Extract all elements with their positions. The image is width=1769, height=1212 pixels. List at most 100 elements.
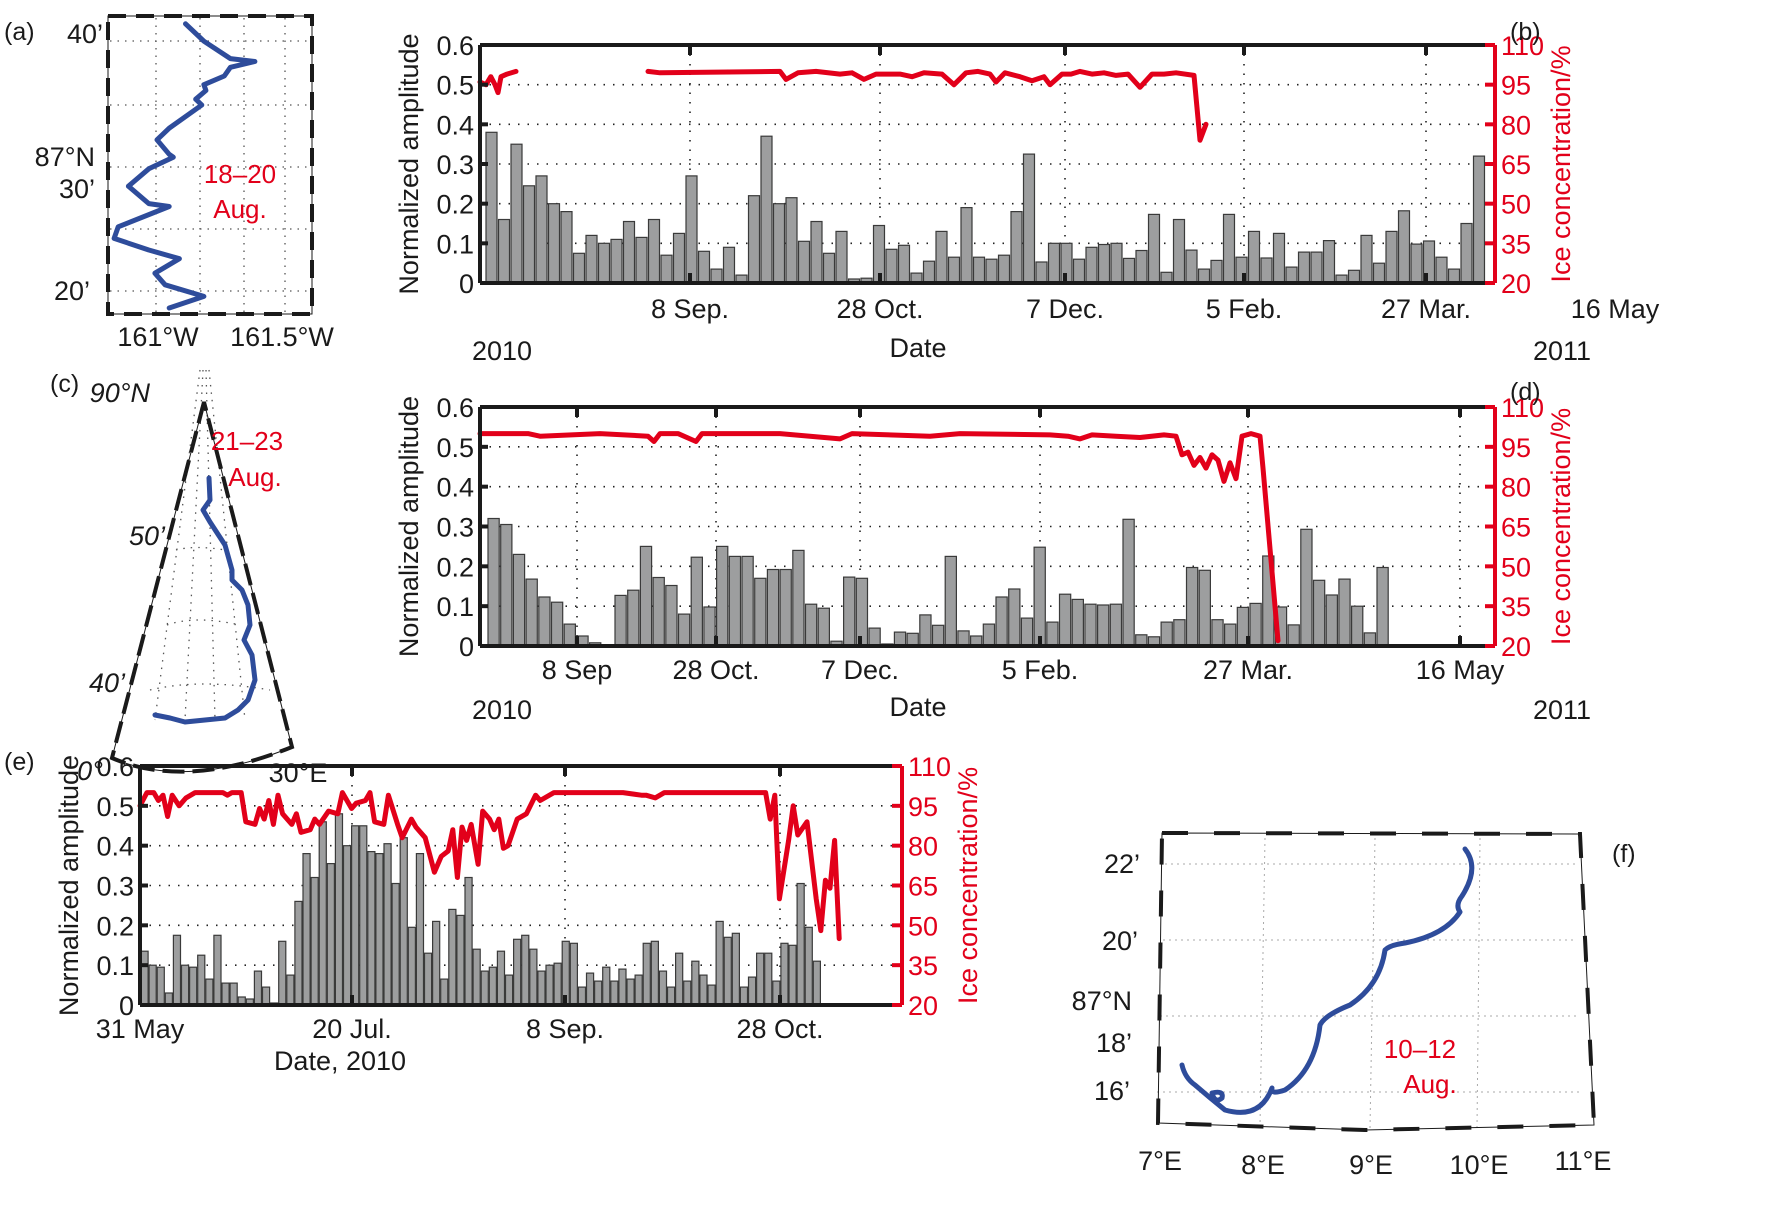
panel-f-ytick-label: 20’ <box>1102 926 1138 956</box>
y2-tick-label: 95 <box>1501 433 1531 463</box>
y-tick-label: 0.1 <box>96 951 134 981</box>
amplitude-bar <box>1460 222 1473 284</box>
y2-tick-label: 20 <box>1501 269 1531 299</box>
amplitude-bar <box>342 845 352 1006</box>
panel-a: (a) 40’ 87°N 30’ 20’ 161°W 161.5°W 18–20… <box>4 14 334 352</box>
amplitude-bar <box>922 260 936 284</box>
amplitude-bar <box>642 942 651 1006</box>
year-label: 2010 <box>472 695 532 725</box>
amplitude-bar <box>766 568 780 647</box>
amplitude-bar <box>512 938 522 1006</box>
amplitude-bar <box>1287 624 1300 647</box>
panel-c-lat-label: 90°N <box>90 378 151 408</box>
amplitude-bar <box>779 568 792 647</box>
amplitude-bar <box>1110 242 1123 284</box>
amplitude-bar <box>1033 546 1046 647</box>
panel-a-xtick-label: 161.5°W <box>230 322 334 352</box>
amplitude-bar <box>747 195 761 284</box>
amplitude-bar <box>261 986 271 1006</box>
y2-tick-label: 110 <box>1501 393 1544 423</box>
amplitude-bar <box>456 914 465 1006</box>
panel-f-label: (f) <box>1612 840 1636 868</box>
amplitude-bar <box>1085 246 1098 284</box>
amplitude-bar <box>221 982 230 1006</box>
y-tick-label: 0.6 <box>436 393 474 423</box>
amplitude-bar <box>812 960 821 1006</box>
panel-f-xtick-label: 11°E <box>1555 1146 1612 1176</box>
panel-a-date-annotation: 18–20 <box>204 159 276 189</box>
ice-concentration-line <box>137 790 842 942</box>
y-tick-label: 0.6 <box>436 31 474 61</box>
amplitude-bar <box>399 837 408 1006</box>
amplitude-bar <box>868 627 881 647</box>
amplitude-bar <box>707 984 716 1006</box>
amplitude-bar <box>537 970 546 1006</box>
x-tick-label: 5 Feb. <box>1206 294 1283 324</box>
panel-c-label: (c) <box>50 370 79 398</box>
amplitude-bar <box>593 980 603 1006</box>
x-tick-label: 8 Sep. <box>526 1014 604 1044</box>
amplitude-bar <box>510 143 523 284</box>
amplitude-bar <box>1325 594 1338 647</box>
amplitude-bar <box>944 555 958 647</box>
amplitude-bar <box>842 576 856 647</box>
amplitude-bar <box>535 175 548 284</box>
amplitude-bar <box>1285 266 1298 284</box>
y-tick-label: 0 <box>459 632 474 662</box>
x-tick-label: 16 May <box>1416 655 1505 685</box>
x-tick-label: 27 Mar. <box>1203 655 1293 685</box>
amplitude-bar <box>367 850 376 1006</box>
amplitude-bar <box>741 555 754 647</box>
panel-c-lat-label: 50’ <box>129 521 166 551</box>
amplitude-bar <box>982 623 996 647</box>
amplitude-bar <box>560 211 573 284</box>
amplitude-bar <box>972 256 986 284</box>
amplitude-bar <box>614 594 627 647</box>
panel-f-date-annotation: 10–12 <box>1384 1034 1456 1064</box>
amplitude-bar <box>634 974 643 1006</box>
amplitude-bar <box>885 248 898 284</box>
panel-f-date-annotation: Aug. <box>1403 1069 1457 1099</box>
amplitude-bar <box>772 203 786 284</box>
y-tick-label: 0 <box>459 269 474 299</box>
panel-c-frame <box>109 401 295 774</box>
amplitude-bar <box>792 549 805 647</box>
amplitude-bar <box>804 926 813 1006</box>
amplitude-bar <box>326 862 335 1006</box>
panel-b: 0 0.1 0.2 0.3 0.4 0.5 0.6 20 35 50 65 80 95 110 8 Sep.… <box>394 18 1660 366</box>
amplitude-bar <box>731 932 740 1006</box>
amplitude-bar <box>383 843 392 1006</box>
y-tick-label: 0.5 <box>436 71 474 101</box>
panel-c-lon-label: 30°E <box>269 758 328 788</box>
y-tick-label: 0.4 <box>96 832 134 862</box>
amplitude-bar <box>1249 602 1262 647</box>
panel-label: (d) <box>1510 378 1541 406</box>
ice-concentration-line <box>645 68 1209 143</box>
amplitude-bar <box>893 631 907 647</box>
y-tick-label: 0.5 <box>96 792 134 822</box>
amplitude-bar <box>1198 569 1211 647</box>
y2-tick-label: 80 <box>1501 110 1531 140</box>
y2-tick-label: 80 <box>908 832 938 862</box>
amplitude-bar <box>294 900 303 1006</box>
panel-a-ytick-label: 20’ <box>54 276 90 306</box>
y-tick-label: 0 <box>119 991 134 1021</box>
y2-tick-label: 35 <box>1501 229 1531 259</box>
amplitude-bar <box>553 962 562 1006</box>
year-label: 2011 <box>1533 336 1591 366</box>
panel-f-xtick-label: 9°E <box>1349 1150 1393 1180</box>
amplitude-bar <box>691 960 700 1006</box>
y2-axis-title: Ice concentration/% <box>1546 45 1576 282</box>
amplitude-bar <box>610 238 623 284</box>
amplitude-bar <box>1360 234 1373 284</box>
panel-a-label: (a) <box>4 18 35 46</box>
panel-c-date-annotation: Aug. <box>228 462 282 492</box>
amplitude-bar <box>1210 259 1223 284</box>
amplitude-bar <box>747 976 757 1006</box>
x-tick-label: 16 May <box>1571 294 1660 324</box>
amplitude-bar <box>1010 211 1023 284</box>
panel-label: (b) <box>1510 18 1541 46</box>
amplitude-bar <box>677 613 691 647</box>
amplitude-bar <box>597 242 611 284</box>
amplitude-bar <box>817 607 831 647</box>
